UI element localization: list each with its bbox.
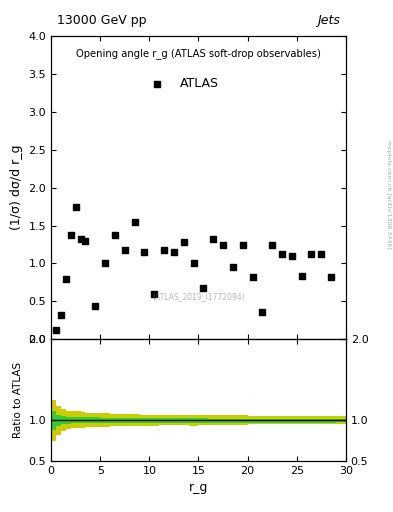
Text: (ATLAS_2019_I1772094): (ATLAS_2019_I1772094) — [152, 292, 245, 302]
Text: 13000 GeV pp: 13000 GeV pp — [57, 14, 147, 27]
Point — [200, 284, 207, 292]
Point — [58, 311, 64, 319]
Point — [288, 252, 295, 260]
Point — [73, 202, 79, 210]
Point — [102, 260, 108, 268]
Point — [269, 241, 275, 249]
Point — [308, 250, 314, 259]
Point — [53, 326, 59, 334]
Point — [171, 248, 177, 256]
Point — [230, 263, 236, 271]
Point — [141, 248, 148, 256]
Point — [190, 259, 196, 267]
X-axis label: r_g: r_g — [189, 481, 208, 494]
Point — [112, 230, 118, 239]
Point — [318, 250, 325, 259]
Point — [131, 218, 138, 226]
Text: Opening angle r_g (ATLAS soft-drop observables): Opening angle r_g (ATLAS soft-drop obser… — [76, 48, 321, 59]
Point — [83, 237, 89, 245]
Point — [210, 235, 216, 243]
Point — [92, 302, 99, 310]
Legend: ATLAS: ATLAS — [140, 72, 224, 95]
Point — [259, 308, 266, 316]
Point — [181, 238, 187, 246]
Point — [240, 241, 246, 249]
Point — [220, 241, 226, 249]
Text: Jets: Jets — [317, 14, 340, 27]
Point — [250, 273, 256, 281]
Point — [122, 246, 128, 254]
Text: mcplots.cern.ch [arXiv:1306.3436]: mcplots.cern.ch [arXiv:1306.3436] — [386, 140, 391, 249]
Point — [151, 290, 157, 298]
Y-axis label: Ratio to ATLAS: Ratio to ATLAS — [13, 362, 23, 438]
Point — [328, 273, 334, 281]
Point — [279, 250, 285, 259]
Point — [77, 235, 84, 243]
Y-axis label: (1/σ) dσ/d r_g: (1/σ) dσ/d r_g — [10, 145, 23, 230]
Point — [299, 272, 305, 281]
Point — [161, 246, 167, 254]
Point — [68, 230, 74, 239]
Point — [63, 274, 69, 283]
